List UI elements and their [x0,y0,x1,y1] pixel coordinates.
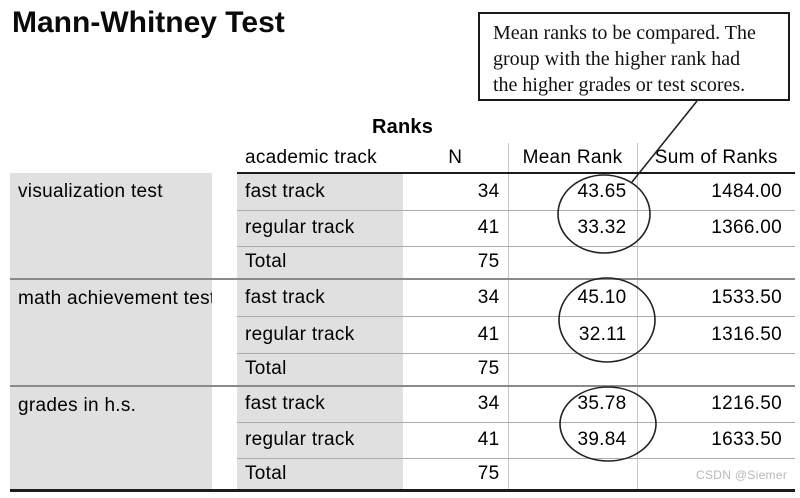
watermark: CSDN @Siemer [696,468,788,482]
cell-n: 75 [403,353,508,387]
cell-mean-rank: 45.10 [507,279,637,317]
table-row-total: Total 75 [10,458,795,492]
callout-line-3: the higher grades or test scores. [493,74,746,96]
cell-track: fast track [237,386,403,423]
cell-n: 41 [403,316,508,354]
ranks-table: academic track N Mean Rank Sum of Ranks … [10,143,795,492]
gap-cell [212,173,237,280]
table-header-row: academic track N Mean Rank Sum of Ranks [10,143,795,174]
col-header-sum-of-ranks: Sum of Ranks [636,143,795,174]
cell-sum-of-ranks: 1216.50 [636,386,795,423]
cell-track: fast track [237,173,403,211]
table-row: grades in h.s. fast track 34 35.78 1216.… [10,386,795,492]
callout-line-1: Mean ranks to be compared. The [493,22,756,44]
cell-track: Total [237,246,403,280]
header-gap-cell [212,143,237,173]
row-group-label-visualization-test: visualization test [10,173,212,280]
ranks-table-container: Ranks academic track N Mean Rank Sum of … [10,113,795,492]
page-title: Mann-Whitney Test [12,6,285,39]
cell-mean-rank: 33.32 [507,210,637,247]
cell-sum-of-ranks: 1633.50 [636,422,795,459]
cell-sum-of-ranks [636,458,795,492]
cell-mean-rank [507,458,637,492]
cell-track: regular track [237,210,403,247]
cell-mean-rank: 35.78 [507,386,637,423]
cell-n: 34 [403,279,508,317]
cell-sum-of-ranks: 1533.50 [636,279,795,317]
cell-track: Total [237,458,403,492]
cell-n: 41 [403,422,508,459]
cell-n: 41 [403,210,508,247]
row-group-label-math-achievement-test: math achievement test [10,279,212,387]
cell-sum-of-ranks: 1484.00 [636,173,795,211]
gap-cell [212,279,237,387]
header-stub-cell [10,143,212,173]
cell-track: regular track [237,316,403,354]
cell-track: regular track [237,422,403,459]
cell-n: 34 [403,173,508,211]
table-row: math achievement test fast track 34 45.1… [10,279,795,387]
cell-track: Total [237,353,403,387]
cell-n: 75 [403,246,508,280]
cell-mean-rank [507,246,637,280]
row-group-label-grades-in-hs: grades in h.s. [10,386,212,492]
cell-mean-rank: 43.65 [507,173,637,211]
cell-sum-of-ranks: 1316.50 [636,316,795,354]
cell-n: 75 [403,458,508,492]
table-row-total: Total 75 [10,246,795,280]
gap-cell [212,386,237,492]
col-header-mean-rank: Mean Rank [507,143,637,174]
cell-mean-rank: 32.11 [507,316,637,354]
cell-sum-of-ranks: 1366.00 [636,210,795,247]
table-row: visualization test fast track 34 43.65 1… [10,173,795,280]
col-header-academic-track: academic track [237,143,403,174]
cell-mean-rank: 39.84 [507,422,637,459]
table-title: Ranks [371,116,434,138]
col-header-n: N [403,143,508,174]
cell-sum-of-ranks [636,353,795,387]
callout-box: Mean ranks to be compared. The group wit… [478,12,790,101]
cell-track: fast track [237,279,403,317]
cell-n: 34 [403,386,508,423]
table-row-total: Total 75 [10,353,795,387]
callout-line-2: group with the higher rank had [493,48,741,70]
cell-sum-of-ranks [636,246,795,280]
cell-mean-rank [507,353,637,387]
